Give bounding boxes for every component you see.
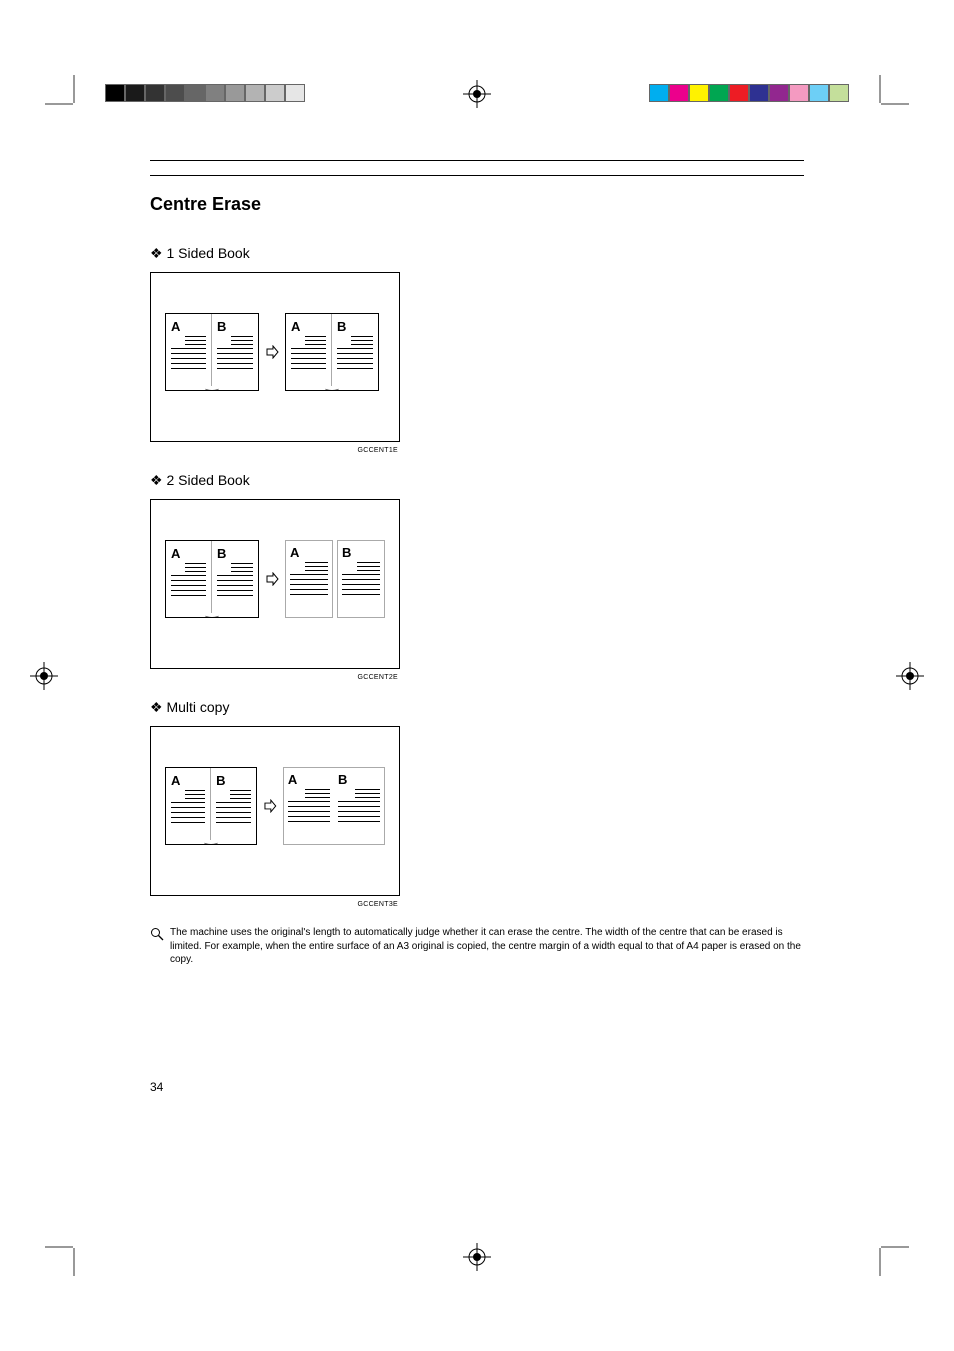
crop-mark-bl [45,1236,85,1276]
figure-multi: A B A [150,726,400,896]
color-calibration-bar [649,84,849,102]
source-book-icon: A B [165,540,259,618]
registration-mark-top [463,80,491,108]
page-letter: B [338,773,347,786]
page-letter: A [288,773,297,786]
figure-1sided: A B A [150,272,400,442]
page-letter: B [217,320,226,333]
item-2sided-book: ❖ 2 Sided Book A B [150,472,804,669]
item-multi-copy: ❖ Multi copy A B [150,699,804,896]
magnifier-icon [150,927,164,941]
page-letter: A [171,320,180,333]
arrow-right-icon [265,345,279,359]
source-book-icon: A B [165,313,259,391]
page-letter: A [291,320,300,333]
header-rule [150,160,804,176]
item-label: ❖ 1 Sided Book [150,245,804,262]
output-sheets-icon: A B [285,540,385,618]
section-title: Centre Erase [150,194,804,215]
source-book-icon: A B [165,767,257,845]
figure-caption: GCCENT1E [357,447,398,454]
output-sheet-icon: A B [283,767,385,845]
page-letter: B [337,320,346,333]
page-letter: B [217,547,226,560]
figure-caption: GCCENT3E [357,901,398,908]
page-letter: B [342,546,351,559]
registration-mark-bottom [463,1243,491,1271]
page-letter: A [171,774,180,787]
page-letter: A [171,547,180,560]
arrow-right-icon [265,572,279,586]
registration-mark-right [896,662,924,690]
figure-caption: GCCENT2E [357,674,398,681]
item-label: ❖ Multi copy [150,699,804,716]
note: The machine uses the original's length t… [150,926,804,967]
grayscale-calibration-bar [105,84,305,102]
crop-mark-tr [869,75,909,115]
item-1sided-book: ❖ 1 Sided Book A B [150,245,804,442]
output-book-icon: A B [285,313,379,391]
page-letter: A [290,546,299,559]
page-letter: B [216,774,225,787]
registration-mark-left [30,662,58,690]
crop-mark-tl [45,75,85,115]
item-label: ❖ 2 Sided Book [150,472,804,489]
note-text: The machine uses the original's length t… [170,926,804,967]
page-number: 34 [150,1080,163,1094]
crop-mark-br [869,1236,909,1276]
arrow-right-icon [263,799,277,813]
figure-2sided: A B A [150,499,400,669]
page-content: Centre Erase ❖ 1 Sided Book A B [150,160,804,967]
